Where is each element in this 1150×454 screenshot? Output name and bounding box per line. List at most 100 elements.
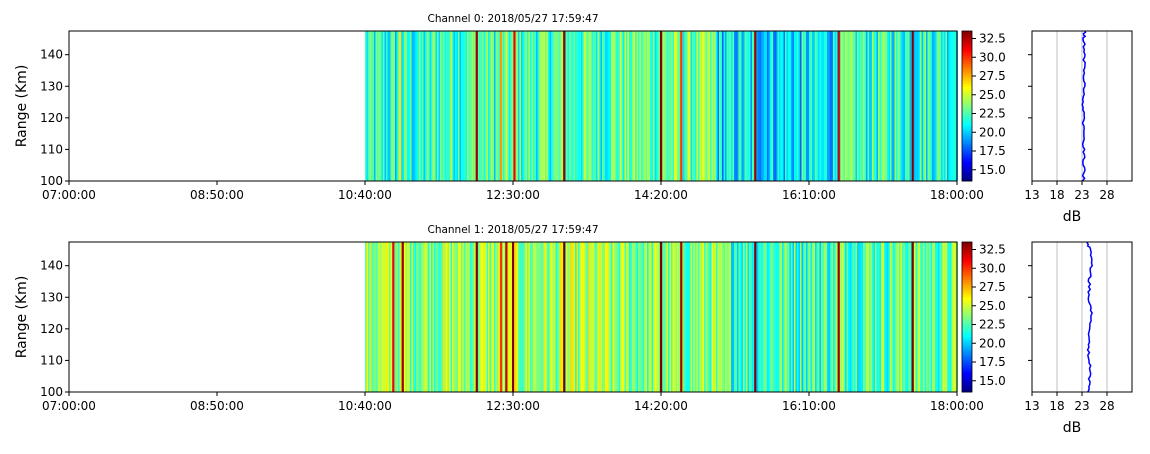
channel-1-colorbar-step <box>962 369 972 373</box>
channel-0-heatmap-column <box>794 31 796 181</box>
channel-1-heatmap-column <box>762 242 765 392</box>
channel-1-colorbar-step <box>962 379 972 383</box>
channel-0-heatmap-column <box>857 31 859 181</box>
channel-1-heatmap-column <box>879 242 882 392</box>
channel-1-heatmap-column <box>414 242 417 392</box>
channel-1-heatmap-column <box>815 242 817 392</box>
channel-0-heatmap-column <box>561 31 564 181</box>
channel-0-profile-frame <box>1031 30 1133 182</box>
channel-1-heatmap-column <box>653 242 655 392</box>
channel-1-heatmap-column <box>780 242 783 392</box>
channel-1-heatmap-column <box>515 242 517 392</box>
channel-1-heatmap-column <box>420 242 423 392</box>
channel-1-heatmap-column <box>501 242 504 392</box>
channel-0-heatmap-column <box>710 31 712 181</box>
channel-1-colorbar-step <box>962 312 972 315</box>
channel-1-heatmap-column <box>666 242 669 392</box>
channel-0-colorbar-step <box>962 111 972 114</box>
channel-0-heatmap-column <box>782 31 784 181</box>
channel-1-colorbar-step <box>962 257 972 260</box>
channel-1-colorbar-step <box>962 284 972 288</box>
channel-1-heatmap-column <box>794 242 796 392</box>
channel-0-colorbar-step <box>962 118 972 122</box>
channel-0-heatmap-column <box>575 31 577 181</box>
channel-0-heatmap-column <box>864 31 867 181</box>
channel-0-heatmap-column <box>629 31 631 181</box>
channel-1-heatmap-column <box>447 242 450 392</box>
channel-0-heatmap-column <box>860 31 862 181</box>
channel-0-heatmap-column <box>866 31 868 181</box>
channel-0-heatmap-column <box>881 31 883 181</box>
channel-0-heatmap-column <box>366 31 369 181</box>
channel-1-heatmap-column <box>483 242 486 392</box>
channel-1-heatmap-column <box>627 242 630 392</box>
channel-1-heatmap-column <box>576 242 579 392</box>
channel-0-heatmap-column <box>764 31 766 181</box>
channel-1-heatmap-column <box>887 242 889 392</box>
channel-1-y-tick-label: 140 <box>40 259 63 273</box>
channel-0-heatmap-column <box>437 31 439 181</box>
channel-0-heatmap-column <box>494 31 496 181</box>
channel-1-heatmap-column <box>422 242 424 392</box>
channel-0-heatmap-column <box>423 31 426 181</box>
channel-0-heatmap-column <box>470 31 472 181</box>
channel-1-heatmap-column <box>824 242 826 392</box>
channel-0-spike <box>475 31 478 181</box>
channel-0-heatmap-column <box>876 31 879 181</box>
channel-1-heatmap-column <box>863 242 865 392</box>
channel-1-heatmap-column <box>840 242 843 392</box>
channel-1-heatmap-column <box>740 242 742 392</box>
channel-0-heatmap-column <box>696 31 699 181</box>
channel-0-heatmap-column <box>950 31 952 181</box>
channel-0-heatmap-column <box>609 31 612 181</box>
channel-1-heatmap-column <box>426 242 429 392</box>
channel-0-heatmap-column <box>807 31 810 181</box>
channel-0-colorbar-step <box>962 166 972 169</box>
channel-0-heatmap-column <box>797 31 799 181</box>
channel-0-heatmap-column <box>690 31 693 181</box>
channel-0-heatmap-column <box>654 31 657 181</box>
channel-1-heatmap-column <box>885 242 888 392</box>
channel-0-heatmap-column <box>875 31 877 181</box>
channel-0-heatmap-column <box>425 31 427 181</box>
channel-0-heatmap-column <box>822 31 825 181</box>
channel-1-heatmap-column <box>596 242 598 392</box>
channel-0-heatmap-column <box>747 31 750 181</box>
channel-0-heatmap-column <box>591 31 594 181</box>
channel-1-spike <box>499 242 503 392</box>
channel-1-heatmap-column <box>482 242 484 392</box>
channel-0-heatmap-column <box>899 31 901 181</box>
channel-1-spike <box>837 242 840 392</box>
channel-0-heatmap-column <box>402 31 405 181</box>
channel-1-heatmap-column <box>656 242 658 392</box>
channel-1-heatmap-column <box>893 242 895 392</box>
channel-0-colorbar-step <box>962 131 972 134</box>
channel-0-heatmap-column <box>902 31 904 181</box>
channel-0-heatmap-column <box>450 31 453 181</box>
channel-0-colorbar-step <box>962 51 972 54</box>
channel-1-y-tick-label: 100 <box>40 385 63 399</box>
channel-0-heatmap-column <box>551 31 553 181</box>
channel-0-heatmap-column <box>917 31 919 181</box>
channel-1-heatmap-column <box>600 242 603 392</box>
channel-1-heatmap-column <box>861 242 864 392</box>
channel-0-heatmap-column <box>644 31 646 181</box>
channel-1-heatmap-column <box>720 242 723 392</box>
channel-0-heatmap-column <box>893 31 895 181</box>
channel-0-heatmap-column <box>713 31 715 181</box>
channel-1-heatmap-column <box>920 242 922 392</box>
channel-0-heatmap-column <box>383 31 385 181</box>
channel-1-heatmap-column <box>368 242 370 392</box>
channel-1-heatmap-column <box>704 242 706 392</box>
channel-0-heatmap-column <box>521 31 523 181</box>
channel-1-heatmap-column <box>891 242 894 392</box>
channel-1-heatmap-column <box>449 242 451 392</box>
channel-1-heatmap-column <box>522 242 525 392</box>
channel-1-heatmap-column <box>434 242 436 392</box>
channel-0-heatmap-column <box>416 31 418 181</box>
channel-1-colorbar-step <box>962 354 972 358</box>
channel-1-heatmap-column <box>536 242 538 392</box>
channel-1-heatmap-column <box>533 242 535 392</box>
channel-1-x-tick-label: 07:00:00 <box>42 399 96 413</box>
